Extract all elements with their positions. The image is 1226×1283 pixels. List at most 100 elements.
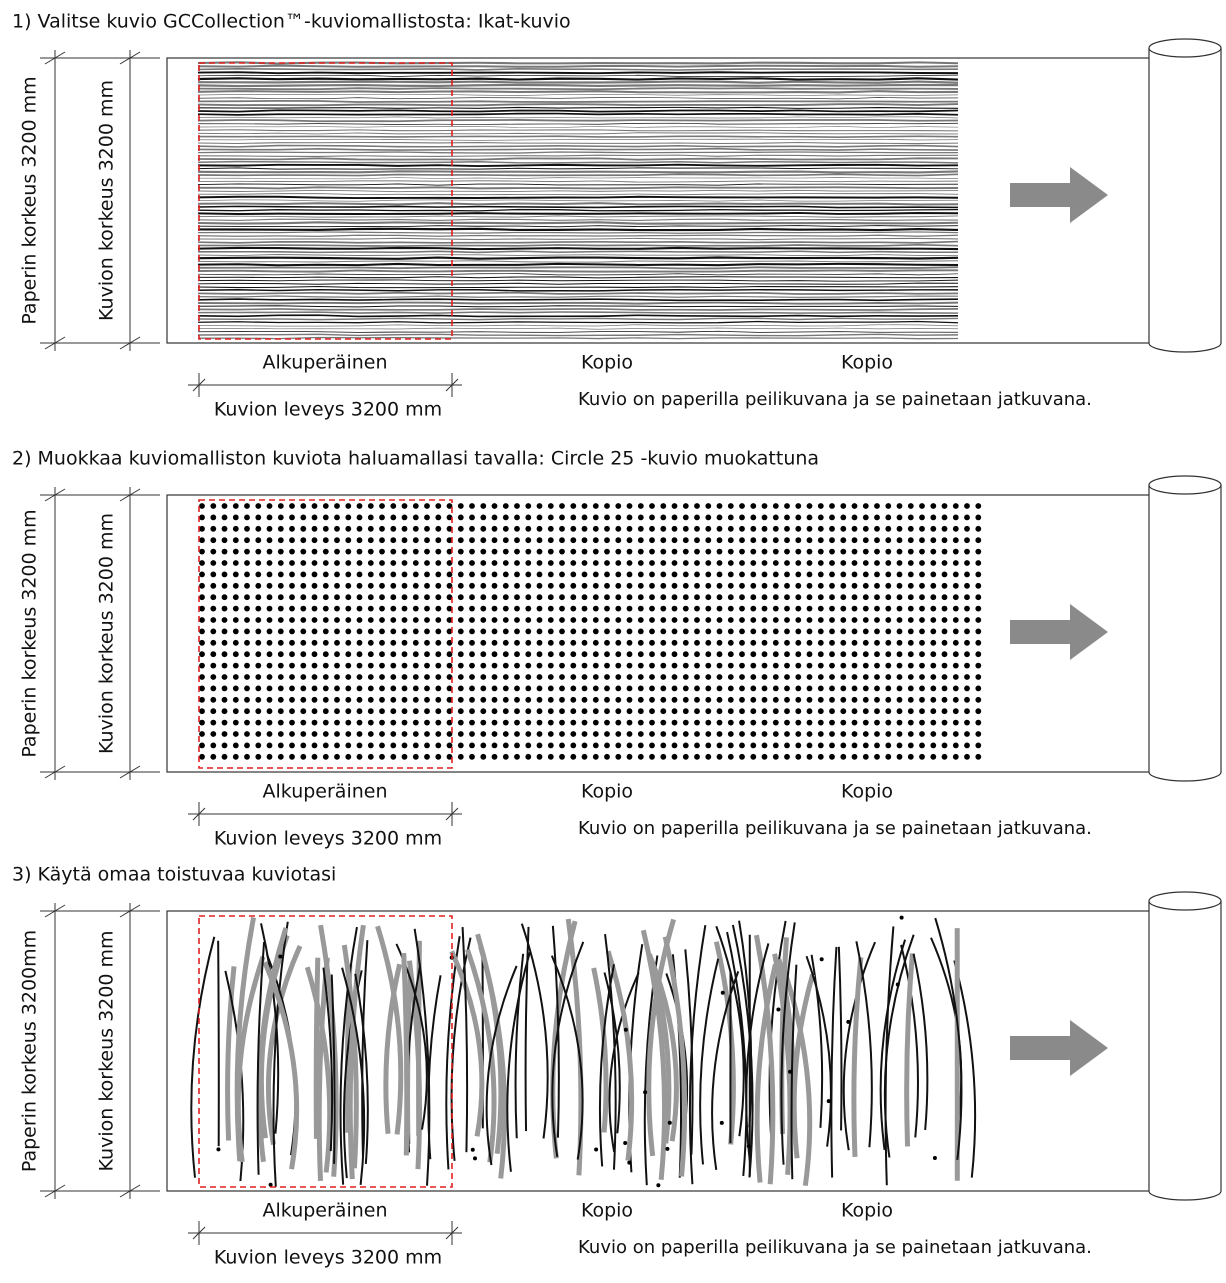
dot	[356, 537, 363, 544]
dot	[221, 628, 228, 635]
copy-label: Kopio	[581, 1200, 633, 1222]
dot	[761, 582, 768, 589]
dot	[424, 605, 430, 612]
dot	[199, 514, 205, 521]
dot	[826, 1099, 831, 1104]
dot	[739, 617, 745, 623]
dot	[716, 696, 723, 703]
dot	[491, 639, 498, 646]
dot	[907, 605, 914, 612]
dot	[536, 548, 543, 555]
dot	[829, 514, 835, 521]
dot	[829, 731, 835, 737]
dot	[221, 651, 228, 658]
dot	[626, 674, 633, 680]
dot	[232, 514, 239, 521]
dot	[277, 639, 284, 646]
dot	[964, 674, 970, 680]
dot	[604, 605, 610, 612]
dot	[788, 1069, 793, 1074]
ikat-line	[197, 269, 959, 273]
dot	[480, 548, 487, 555]
dimension-tick	[192, 807, 206, 821]
dot	[457, 651, 464, 658]
dot	[457, 628, 464, 635]
dot	[559, 571, 565, 578]
dot	[390, 514, 397, 521]
dot	[720, 990, 725, 995]
dot	[514, 685, 520, 692]
dot	[975, 514, 982, 521]
dot	[930, 537, 937, 544]
dot	[896, 537, 903, 544]
dot	[761, 651, 768, 658]
dot	[739, 651, 745, 658]
dot	[412, 525, 419, 532]
dot	[401, 708, 408, 715]
dot	[862, 514, 869, 521]
dot	[199, 742, 205, 749]
dot	[637, 594, 644, 601]
dot	[941, 742, 948, 749]
dot	[851, 628, 858, 635]
dot	[469, 685, 475, 692]
dot	[435, 696, 442, 703]
dot	[435, 685, 442, 692]
dot	[829, 582, 835, 589]
dot	[637, 514, 644, 521]
dot	[727, 696, 734, 703]
dot	[210, 685, 217, 692]
dot	[289, 731, 295, 737]
ikat-line	[197, 208, 959, 212]
dot	[255, 560, 262, 566]
dot	[930, 685, 937, 692]
dot	[480, 594, 487, 601]
dot	[322, 548, 329, 555]
dot	[975, 685, 982, 692]
dot	[941, 548, 948, 555]
dot	[221, 674, 228, 680]
dot	[806, 503, 813, 509]
dot	[874, 696, 880, 703]
dot	[975, 719, 982, 726]
dot	[446, 537, 453, 544]
dot	[480, 662, 487, 669]
dot	[536, 753, 543, 760]
dot	[727, 708, 734, 715]
dot	[311, 696, 318, 703]
dot	[682, 582, 689, 589]
dot	[772, 548, 779, 555]
dot	[446, 605, 453, 612]
dot	[930, 651, 937, 658]
dot	[896, 503, 903, 509]
dot	[536, 696, 543, 703]
dot	[919, 548, 925, 555]
dot	[300, 685, 307, 692]
dot	[819, 957, 824, 962]
dot	[784, 685, 790, 692]
dot	[840, 571, 847, 578]
dot	[795, 503, 802, 509]
stroke-line	[506, 951, 531, 1172]
dot	[424, 503, 430, 509]
dot	[322, 731, 329, 737]
dot	[221, 662, 228, 669]
dot	[322, 662, 329, 669]
dot	[199, 731, 205, 737]
dot	[919, 651, 925, 658]
dot	[311, 514, 318, 521]
dot	[862, 582, 869, 589]
dot	[289, 560, 295, 566]
dot	[615, 605, 622, 612]
dot	[446, 742, 453, 749]
dot	[772, 571, 779, 578]
dot	[761, 628, 768, 635]
dot	[682, 617, 689, 623]
dot	[457, 503, 464, 509]
dot	[367, 594, 374, 601]
dot	[379, 503, 385, 509]
dot	[750, 742, 757, 749]
ikat-line	[197, 250, 959, 254]
dot	[671, 731, 678, 737]
dot	[750, 628, 757, 635]
